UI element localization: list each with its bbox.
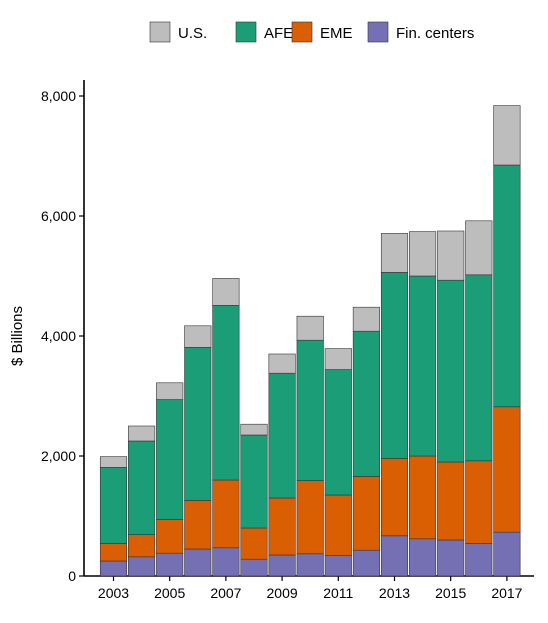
- bar-2010-eme: [296, 480, 324, 555]
- bar-2015-u-s: [437, 230, 465, 281]
- bar-2016-afe: [465, 274, 493, 462]
- bar-2015-afe: [437, 279, 465, 463]
- y-tick-label: 2,000: [41, 448, 76, 464]
- y-axis-label: $ Billions: [9, 306, 26, 366]
- y-axis: 0 2,000 4,000 6,000 8,000: [41, 80, 85, 584]
- bar-2005-eme: [156, 519, 184, 554]
- bar-2003-u-s: [99, 456, 128, 468]
- legend: U.S. AFE EME Fin. centers: [149, 21, 474, 43]
- bar-2011-fin-centers: [324, 555, 352, 577]
- bar-2013-fin-centers: [380, 535, 409, 577]
- bar-2009-fin-centers: [268, 554, 296, 577]
- x-tick-label: 2011: [323, 585, 353, 601]
- x-tick-label: 2017: [491, 585, 522, 601]
- bar-2004-fin-centers: [128, 556, 156, 577]
- bar-2008-eme: [240, 527, 268, 560]
- bar-2012-afe: [352, 330, 380, 477]
- bar-2016-eme: [465, 460, 493, 544]
- bars: [99, 105, 521, 577]
- legend-label: Fin. centers: [396, 25, 474, 42]
- bar-2011-u-s: [324, 348, 352, 370]
- bar-2003-fin-centers: [99, 560, 128, 577]
- x-tick-label: 2015: [435, 585, 466, 601]
- bar-2008-u-s: [240, 423, 268, 436]
- bar-2004-afe: [128, 440, 156, 535]
- bar-2011-eme: [324, 494, 352, 556]
- x-tick-label: 2005: [154, 585, 185, 601]
- bar-2010-fin-centers: [296, 553, 324, 577]
- bar-2004-eme: [128, 534, 156, 558]
- bar-2003-afe: [99, 467, 128, 544]
- bar-2006-u-s: [184, 325, 212, 348]
- bar-2016-fin-centers: [465, 543, 493, 577]
- bar-2012-u-s: [352, 306, 380, 332]
- legend-swatch: [235, 21, 257, 43]
- bar-2009-eme: [268, 497, 296, 556]
- y-tick-label: 8,000: [41, 88, 76, 104]
- y-tick-label: 4,000: [41, 328, 76, 344]
- legend-label: U.S.: [178, 25, 207, 42]
- bar-2011-afe: [324, 369, 352, 496]
- bar-2015-eme: [437, 461, 465, 541]
- bar-2016-u-s: [465, 220, 493, 276]
- x-tick-label: 2003: [98, 585, 129, 601]
- bar-2014-afe: [409, 275, 437, 457]
- bar-2005-fin-centers: [156, 552, 184, 577]
- bar-2009-afe: [268, 372, 296, 499]
- bar-2017-u-s: [493, 105, 521, 166]
- bar-2010-u-s: [296, 315, 324, 341]
- y-tick-label: 0: [68, 568, 76, 584]
- legend-label: EME: [320, 25, 353, 42]
- bar-2008-afe: [240, 434, 268, 529]
- bar-2012-eme: [352, 476, 380, 551]
- x-axis: 2003 2005 2007 2009 2011 2013 2015 2017: [84, 575, 534, 601]
- bar-2005-u-s: [156, 382, 184, 400]
- x-tick-label: 2007: [210, 585, 241, 601]
- bar-2008-fin-centers: [240, 558, 268, 577]
- bar-2005-afe: [156, 399, 184, 520]
- bar-2006-fin-centers: [184, 548, 212, 577]
- bar-2012-fin-centers: [352, 549, 380, 577]
- bar-2009-u-s: [268, 353, 296, 374]
- bar-2014-fin-centers: [409, 538, 437, 577]
- x-tick-label: 2009: [267, 585, 298, 601]
- x-tick-label: 2013: [379, 585, 410, 601]
- bar-2010-afe: [296, 339, 324, 481]
- bar-2015-fin-centers: [437, 539, 465, 577]
- bar-2017-eme: [493, 406, 521, 533]
- bar-2014-u-s: [409, 231, 437, 277]
- bar-2013-afe: [380, 272, 409, 459]
- bar-2007-afe: [212, 305, 240, 481]
- bar-2006-afe: [184, 347, 212, 501]
- y-tick-label: 6,000: [41, 208, 76, 224]
- bar-2007-fin-centers: [212, 547, 240, 577]
- legend-label: AFE: [264, 25, 293, 42]
- bar-2004-u-s: [128, 425, 156, 442]
- bar-2007-u-s: [212, 278, 240, 306]
- bar-2014-eme: [409, 455, 437, 540]
- bar-2003-eme: [99, 543, 128, 562]
- bar-2013-u-s: [380, 233, 409, 273]
- bar-2013-eme: [380, 458, 409, 537]
- legend-swatch: [291, 21, 313, 43]
- legend-swatch: [149, 21, 171, 43]
- bar-2017-afe: [493, 164, 521, 408]
- bar-2017-fin-centers: [493, 531, 521, 577]
- legend-swatch: [367, 21, 389, 43]
- bar-2007-eme: [212, 479, 240, 549]
- bar-2006-eme: [184, 500, 212, 550]
